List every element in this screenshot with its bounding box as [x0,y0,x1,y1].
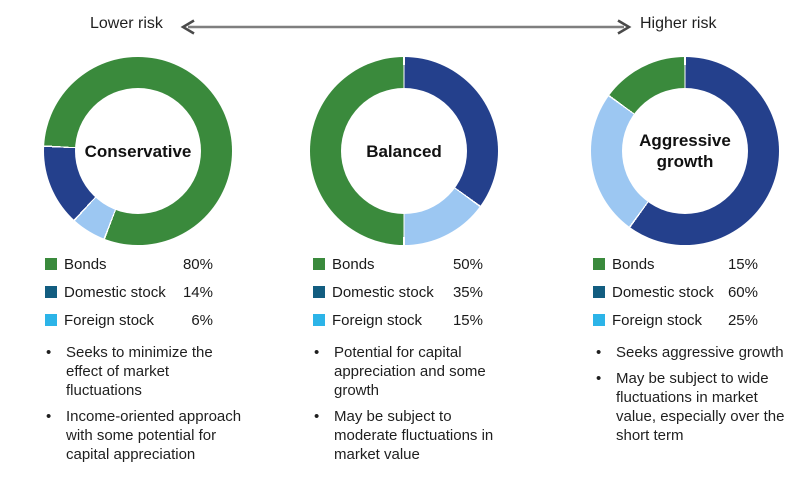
donut-center-label: Conservative [84,141,192,161]
bullet-item: Potential for capital appreciation and s… [308,343,512,400]
legend-percent: 50% [452,255,483,273]
legend-percent: 15% [727,255,758,273]
legend-label: Domestic stock [332,283,434,301]
legend-label: Bonds [332,255,375,273]
foreign-stock-swatch-icon [45,314,57,326]
bonds-swatch-icon [45,258,57,270]
arrow-left-head-icon [180,19,195,35]
legend-row-foreign-stock: Foreign stock 6% [45,310,213,330]
bullet-item: Seeks aggressive growth [590,343,794,362]
bullet-list: Potential for capital appreciation and s… [308,343,512,464]
donut-chart-conservative: Conservative [44,57,232,245]
donut-wrap: Conservative [40,57,272,245]
legend-row-bonds: Bonds 50% [313,254,483,274]
legend-percent: 15% [452,311,483,329]
portfolio-column-balanced: Balanced Bonds 50% Domestic stock 35% Fo… [308,57,540,471]
legend-label: Foreign stock [64,311,155,329]
legend-percent: 25% [727,311,758,329]
lower-risk-label: Lower risk [90,15,163,32]
arrow-right-head-icon [617,19,632,35]
legend-label: Domestic stock [64,283,166,301]
domestic-stock-swatch-icon [313,286,325,298]
donut-center-label: Balanced [366,141,442,161]
risk-scale-arrow [180,19,632,35]
legend: Bonds 80% Domestic stock 14% Foreign sto… [45,254,213,330]
donut-wrap: Balanced [308,57,540,245]
legend-label: Foreign stock [332,311,423,329]
legend-percent: 6% [191,311,213,329]
legend-row-domestic-stock: Domestic stock 14% [45,282,213,302]
donut-hole [75,88,201,214]
bullet-list: Seeks to minimize the effect of market f… [40,343,244,464]
domestic-stock-swatch-icon [593,286,605,298]
higher-risk-label: Higher risk [640,15,717,32]
legend-label: Bonds [612,255,655,273]
legend-row-bonds: Bonds 15% [593,254,758,274]
legend-percent: 60% [727,283,758,301]
legend-row-bonds: Bonds 80% [45,254,213,274]
legend-percent: 14% [182,283,213,301]
legend-label: Domestic stock [612,283,714,301]
donut-center-label: Aggressive growth [639,131,731,171]
legend-row-domestic-stock: Domestic stock 35% [313,282,483,302]
donut-hole [622,88,748,214]
foreign-stock-swatch-icon [593,314,605,326]
legend: Bonds 15% Domestic stock 60% Foreign sto… [593,254,758,330]
legend-label: Bonds [64,255,107,273]
bonds-swatch-icon [313,258,325,270]
bullet-list: Seeks aggressive growth May be subject t… [590,343,794,445]
legend-label: Foreign stock [612,311,703,329]
donut-hole [341,88,467,214]
bullet-item: May be subject to wide fluctuations in m… [590,369,794,445]
bonds-swatch-icon [593,258,605,270]
legend-percent: 35% [452,283,483,301]
bullet-item: Seeks to minimize the effect of market f… [40,343,244,400]
foreign-stock-swatch-icon [313,314,325,326]
legend-row-domestic-stock: Domestic stock 60% [593,282,758,302]
legend: Bonds 50% Domestic stock 35% Foreign sto… [313,254,483,330]
donut-chart-aggressive-growth: Aggressive growth [591,57,779,245]
portfolio-column-conservative: Conservative Bonds 80% Domestic stock 14… [40,57,272,471]
donut-wrap: Aggressive growth [578,57,796,245]
domestic-stock-swatch-icon [45,286,57,298]
bullet-item: May be subject to moderate fluctuations … [308,407,512,464]
bullet-item: Income-oriented approach with some poten… [40,407,244,464]
legend-row-foreign-stock: Foreign stock 15% [313,310,483,330]
legend-percent: 80% [182,255,213,273]
portfolio-column-aggressive-growth: Aggressive growth Bonds 15% Domestic sto… [578,57,796,452]
donut-chart-balanced: Balanced [310,57,498,245]
legend-row-foreign-stock: Foreign stock 25% [593,310,758,330]
